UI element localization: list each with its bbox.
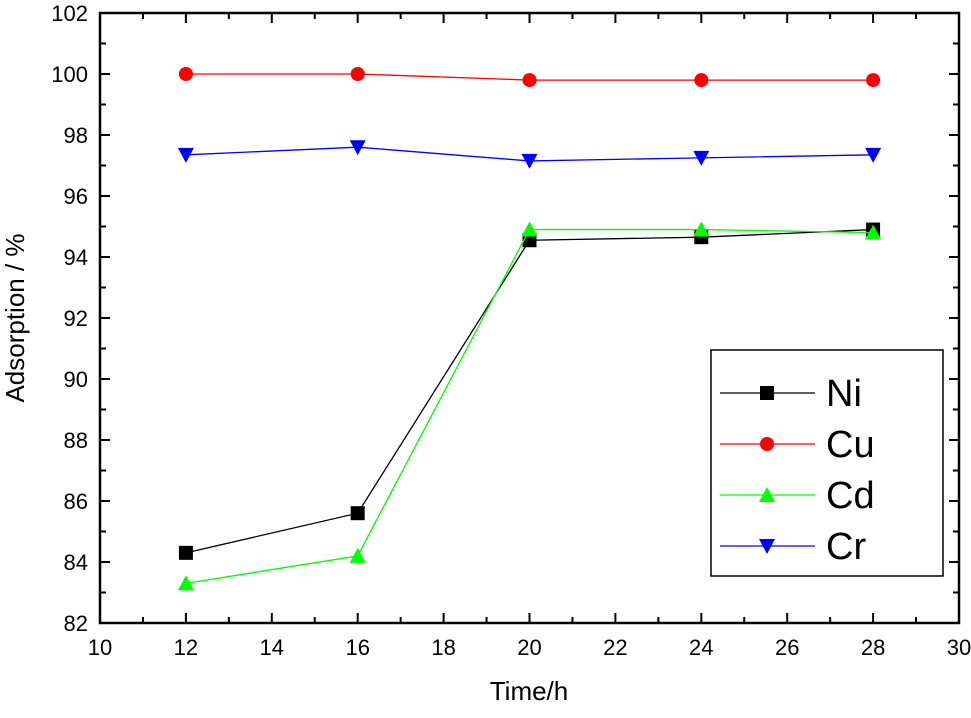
x-tick-label: 22 <box>603 635 627 660</box>
y-tick-label: 100 <box>51 62 88 87</box>
data-point-cu <box>694 73 709 88</box>
y-tick-label: 86 <box>64 489 88 514</box>
data-point-cu <box>350 67 365 81</box>
y-tick-label: 92 <box>64 306 88 331</box>
data-point-cd <box>521 221 538 237</box>
x-tick-label: 10 <box>88 635 112 660</box>
legend-marker <box>759 539 775 554</box>
x-tick-label: 16 <box>345 635 369 660</box>
data-point-cd <box>865 224 882 240</box>
series-cu <box>178 67 881 88</box>
legend-label: Cd <box>826 475 875 517</box>
data-point-cu <box>866 73 881 88</box>
y-tick-label: 84 <box>64 550 88 575</box>
legend: Ni Cu Cd Cr <box>710 349 944 577</box>
y-tick-label: 94 <box>64 245 88 270</box>
legend-marker <box>760 386 774 400</box>
data-point-cu <box>178 67 193 81</box>
x-axis-label: Time/h <box>490 676 569 706</box>
x-tick-label: 28 <box>861 635 885 660</box>
data-point-cd <box>693 221 710 237</box>
legend-label: Cu <box>826 424 875 466</box>
y-tick-label: 96 <box>64 184 88 209</box>
y-tick-label: 88 <box>64 428 88 453</box>
data-point-cu <box>522 73 537 88</box>
y-tick-label: 82 <box>64 611 88 636</box>
series-cr <box>177 140 882 169</box>
x-tick-label: 12 <box>174 635 198 660</box>
legend-box <box>710 349 944 577</box>
x-tick-label: 30 <box>947 635 971 660</box>
x-tick-label: 20 <box>517 635 541 660</box>
legend-marker <box>760 437 774 451</box>
legend-marker <box>759 487 775 502</box>
series-cd <box>177 221 882 591</box>
x-tick-label: 26 <box>775 635 799 660</box>
data-point-cd <box>349 547 366 563</box>
y-tick-label: 90 <box>64 367 88 392</box>
x-tick-label: 14 <box>260 635 284 660</box>
data-point-cr <box>177 147 194 163</box>
y-tick-label: 98 <box>64 123 88 148</box>
x-tick-label: 18 <box>431 635 455 660</box>
data-point-cd <box>177 575 194 591</box>
y-tick-label: 102 <box>51 1 88 26</box>
data-point-cr <box>693 150 710 166</box>
legend-label: Ni <box>826 373 862 415</box>
data-point-cr <box>521 153 538 169</box>
x-tick-label: 24 <box>689 635 713 660</box>
data-point-cr <box>865 147 882 163</box>
data-point-ni <box>350 506 365 521</box>
y-axis-label: Adsorption / % <box>0 233 30 402</box>
data-point-ni <box>178 545 193 560</box>
data-point-cr <box>349 140 366 156</box>
legend-label: Cr <box>826 526 866 568</box>
